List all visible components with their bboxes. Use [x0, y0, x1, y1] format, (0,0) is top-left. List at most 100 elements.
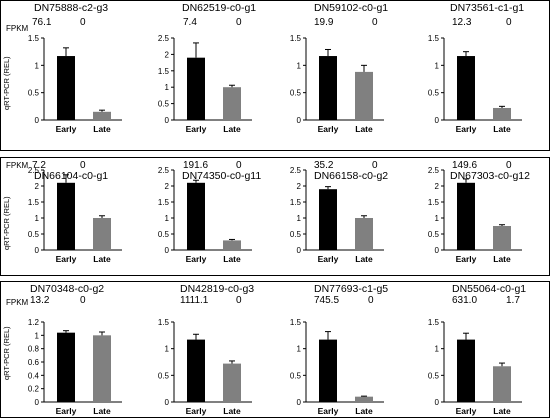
- y-tick-label: 0: [297, 246, 302, 255]
- gene-id: DN42819-c0-g3: [180, 283, 255, 295]
- y-tick-label: 1: [165, 83, 170, 92]
- y-tick-label: 0.5: [158, 371, 170, 380]
- y-tick-label: 0.4: [28, 371, 40, 380]
- y-tick-label: 0.8: [28, 345, 40, 354]
- fpkm-early: 149.6: [452, 160, 478, 171]
- chart-panel-7: DN66158-c0-g2 35.2 0 0 0.5 1 1.5 2 2.5 Early La…: [272, 150, 392, 276]
- y-tick-label: 2: [165, 182, 170, 191]
- fpkm-label-row-3: FPKM: [6, 298, 29, 307]
- fpkm-early: 12.3: [452, 17, 472, 28]
- bar-early: [57, 332, 75, 402]
- gene-id: DN66104-c0-g1: [34, 170, 109, 182]
- gene-id: DN59102-c0-g1: [314, 2, 389, 14]
- y-tick-label: 1.5: [290, 198, 302, 207]
- fpkm-late: 0: [80, 295, 86, 306]
- y-tick-label: 1: [35, 331, 40, 340]
- bar-chart: 0 0.5 1 1.5 Early Late: [28, 34, 122, 134]
- x-tick-label: Early: [318, 254, 339, 264]
- gene-id: DN67303-c0-g12: [450, 170, 530, 182]
- y-tick-label: 1.5: [158, 67, 170, 76]
- x-tick-label: Late: [355, 254, 373, 264]
- x-tick-label: Late: [93, 406, 111, 416]
- y-tick-label: 0.5: [290, 230, 302, 239]
- y-tick-label: 0.5: [158, 230, 170, 239]
- fpkm-early: 76.1: [32, 17, 52, 28]
- y-tick-label: 1.5: [158, 198, 170, 207]
- fpkm-late: 0: [236, 17, 242, 28]
- bar-early: [457, 56, 475, 120]
- chart-panel-3: DN59102-c0-g1 19.9 0 0 0.5 1 1.5 Early Late: [272, 0, 392, 150]
- bar-chart: 0 0.5 1 1.5 Early Late: [428, 34, 522, 134]
- bar-late: [493, 107, 511, 120]
- bar-early: [457, 182, 475, 250]
- y-tick-label: 1: [35, 61, 40, 70]
- x-tick-label: Late: [223, 406, 241, 416]
- fpkm-late: 0: [372, 160, 378, 171]
- y-tick-label: 0: [165, 246, 170, 255]
- fpkm-label-row-1: FPKM: [6, 24, 29, 33]
- bar-late: [93, 111, 111, 120]
- y-tick-label: 0: [35, 246, 40, 255]
- bar-late: [93, 218, 111, 250]
- bar-chart: 0 0.5 1 1.5 2 2.5 Early Late: [428, 166, 522, 264]
- bar-early: [319, 189, 337, 250]
- fpkm-early: 7.2: [32, 160, 46, 171]
- y-tick-label: 1.5: [428, 198, 440, 207]
- x-tick-label: Early: [318, 124, 339, 134]
- y-tick-label: 1.5: [158, 318, 170, 327]
- y-tick-label: 0: [297, 116, 302, 125]
- y-tick-label: 0.5: [290, 89, 302, 98]
- y-tick-label: 0.5: [290, 371, 302, 380]
- y-tick-label: 0: [435, 246, 440, 255]
- y-tick-label: 1: [35, 214, 40, 223]
- fpkm-late: 0: [80, 160, 86, 171]
- gene-id: DN77693-c1-g5: [314, 283, 389, 295]
- y-tick-label: 0: [165, 398, 170, 407]
- x-tick-label: Early: [456, 254, 477, 264]
- y-tick-label: 2: [35, 182, 40, 191]
- y-tick-label: 1.2: [28, 318, 40, 327]
- x-tick-label: Late: [355, 124, 373, 134]
- y-tick-label: 0.5: [428, 89, 440, 98]
- x-tick-label: Early: [56, 406, 77, 416]
- y-tick-label: 2: [165, 50, 170, 59]
- gene-id: DN62519-c0-g1: [182, 2, 257, 14]
- bar-late: [223, 363, 241, 402]
- bar-early: [57, 182, 75, 250]
- fpkm-early: 7.4: [183, 17, 197, 28]
- fpkm-late: 0: [236, 160, 242, 171]
- y-tick-label: 2.5: [158, 166, 170, 175]
- y-tick-label: 0.6: [28, 358, 40, 367]
- gene-id: DN66158-c0-g2: [314, 170, 389, 182]
- fpkm-early: 191.6: [183, 160, 209, 171]
- bar-late: [223, 240, 241, 250]
- fpkm-early: 13.2: [30, 295, 50, 306]
- bar-late: [355, 396, 373, 402]
- y-tick-label: 1.5: [290, 34, 302, 43]
- chart-panel-9: DN70348-c0-g2 13.2 0 0 0.2 0.4 0.6 0.8 1 1.2 Ea…: [10, 280, 130, 418]
- fpkm-early: 19.9: [314, 17, 334, 28]
- y-tick-label: 1.5: [28, 34, 40, 43]
- y-tick-label: 0: [435, 116, 440, 125]
- bar-late: [493, 226, 511, 250]
- y-tick-label: 1.5: [28, 198, 40, 207]
- x-tick-label: Early: [186, 124, 207, 134]
- gene-id: DN73561-c1-g1: [450, 2, 525, 14]
- x-tick-label: Late: [493, 254, 511, 264]
- x-tick-label: Late: [93, 254, 111, 264]
- chart-panel-12: DN55064-c0-g1 631.0 1.7 0 0.5 1 1.5 Early Lat…: [410, 280, 530, 418]
- fpkm-late: 0: [506, 160, 512, 171]
- y-tick-label: 1.5: [428, 34, 440, 43]
- fpkm-late: 0: [506, 17, 512, 28]
- x-tick-label: Early: [318, 406, 339, 416]
- y-tick-label: 0: [297, 398, 302, 407]
- chart-panel-1: DN75888-c2-g3 76.1 0 0 0.5 1 1.5 Early Late: [10, 0, 130, 150]
- y-tick-label: 1: [435, 61, 440, 70]
- fpkm-early: 1111.1: [180, 295, 209, 306]
- y-tick-label: 2.5: [290, 166, 302, 175]
- x-tick-label: Late: [355, 406, 373, 416]
- x-tick-label: Late: [223, 124, 241, 134]
- gene-id: DN75888-c2-g3: [34, 2, 109, 14]
- y-tick-label: 1: [435, 214, 440, 223]
- y-tick-label: 2: [297, 182, 302, 191]
